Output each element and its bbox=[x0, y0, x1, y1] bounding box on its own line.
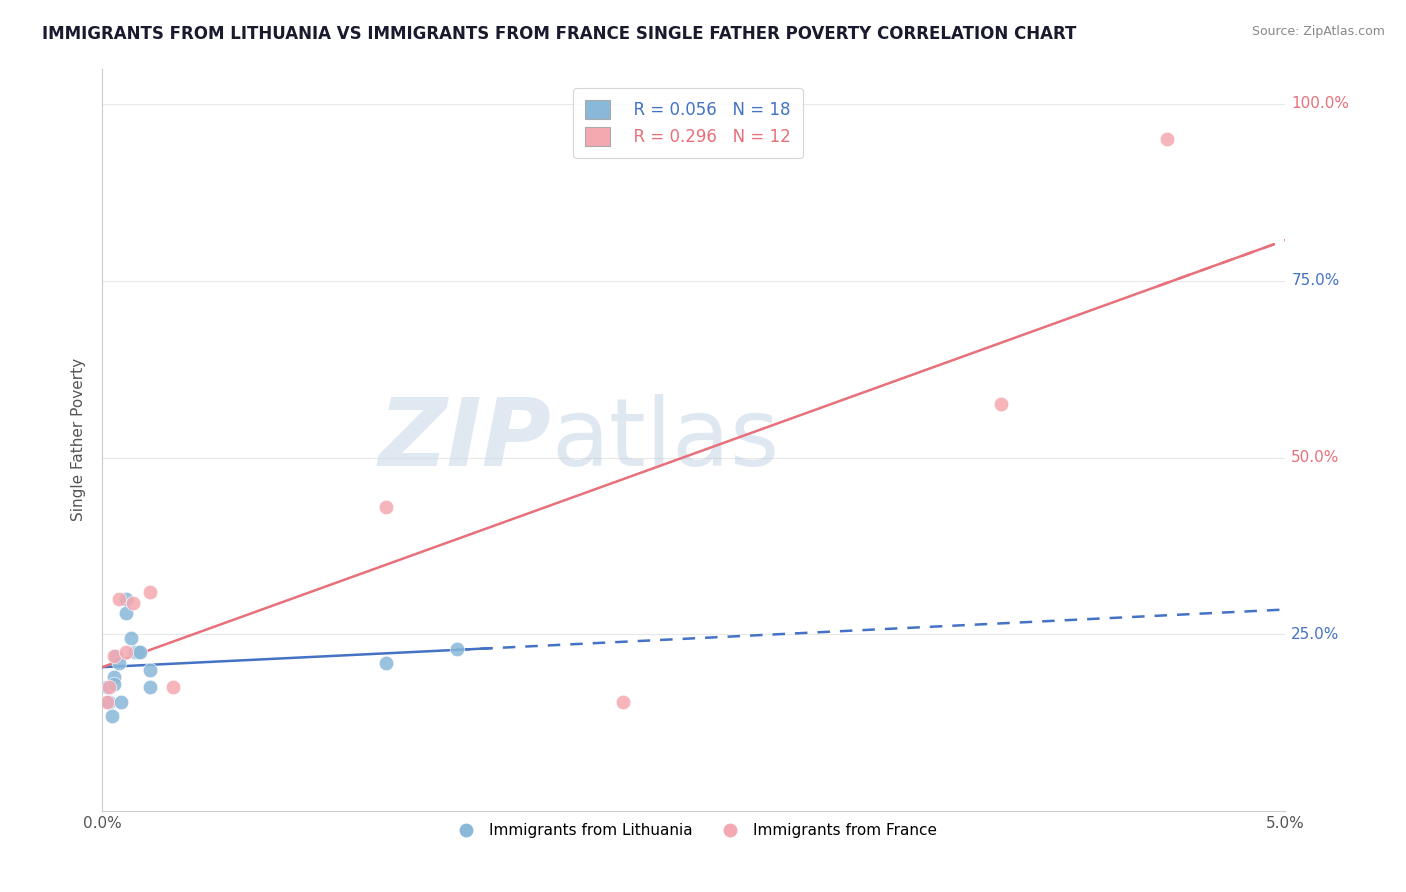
Point bbox=[103, 648, 125, 663]
Point bbox=[129, 645, 152, 659]
Point bbox=[122, 595, 145, 609]
Point bbox=[138, 663, 160, 677]
Point bbox=[124, 645, 146, 659]
Text: ZIP: ZIP bbox=[380, 394, 551, 486]
Point bbox=[162, 681, 184, 695]
Point bbox=[375, 656, 398, 670]
Text: atlas: atlas bbox=[551, 394, 780, 486]
Text: 75.0%: 75.0% bbox=[1291, 273, 1340, 288]
Point bbox=[110, 694, 132, 708]
Text: 100.0%: 100.0% bbox=[1291, 96, 1350, 112]
Point bbox=[98, 681, 121, 695]
Point bbox=[375, 500, 398, 514]
Text: 25.0%: 25.0% bbox=[1291, 627, 1340, 642]
Point bbox=[96, 694, 118, 708]
Point bbox=[120, 631, 142, 645]
Point bbox=[127, 645, 149, 659]
Point bbox=[990, 397, 1012, 411]
Point bbox=[138, 585, 160, 599]
Point bbox=[105, 648, 128, 663]
Point bbox=[612, 694, 634, 708]
Point bbox=[446, 641, 468, 656]
Point bbox=[107, 656, 129, 670]
Point bbox=[115, 645, 138, 659]
Legend: Immigrants from Lithuania, Immigrants from France: Immigrants from Lithuania, Immigrants fr… bbox=[444, 817, 943, 845]
Point bbox=[96, 681, 118, 695]
Text: 50.0%: 50.0% bbox=[1291, 450, 1340, 465]
Point bbox=[1156, 132, 1178, 146]
Point bbox=[103, 677, 125, 691]
Point bbox=[98, 694, 121, 708]
Point bbox=[100, 708, 122, 723]
Y-axis label: Single Father Poverty: Single Father Poverty bbox=[72, 359, 86, 522]
Text: Source: ZipAtlas.com: Source: ZipAtlas.com bbox=[1251, 25, 1385, 38]
Text: IMMIGRANTS FROM LITHUANIA VS IMMIGRANTS FROM FRANCE SINGLE FATHER POVERTY CORREL: IMMIGRANTS FROM LITHUANIA VS IMMIGRANTS … bbox=[42, 25, 1077, 43]
Point bbox=[115, 606, 138, 620]
Point bbox=[107, 592, 129, 607]
Point bbox=[138, 681, 160, 695]
Point bbox=[103, 670, 125, 684]
Point bbox=[115, 592, 138, 607]
